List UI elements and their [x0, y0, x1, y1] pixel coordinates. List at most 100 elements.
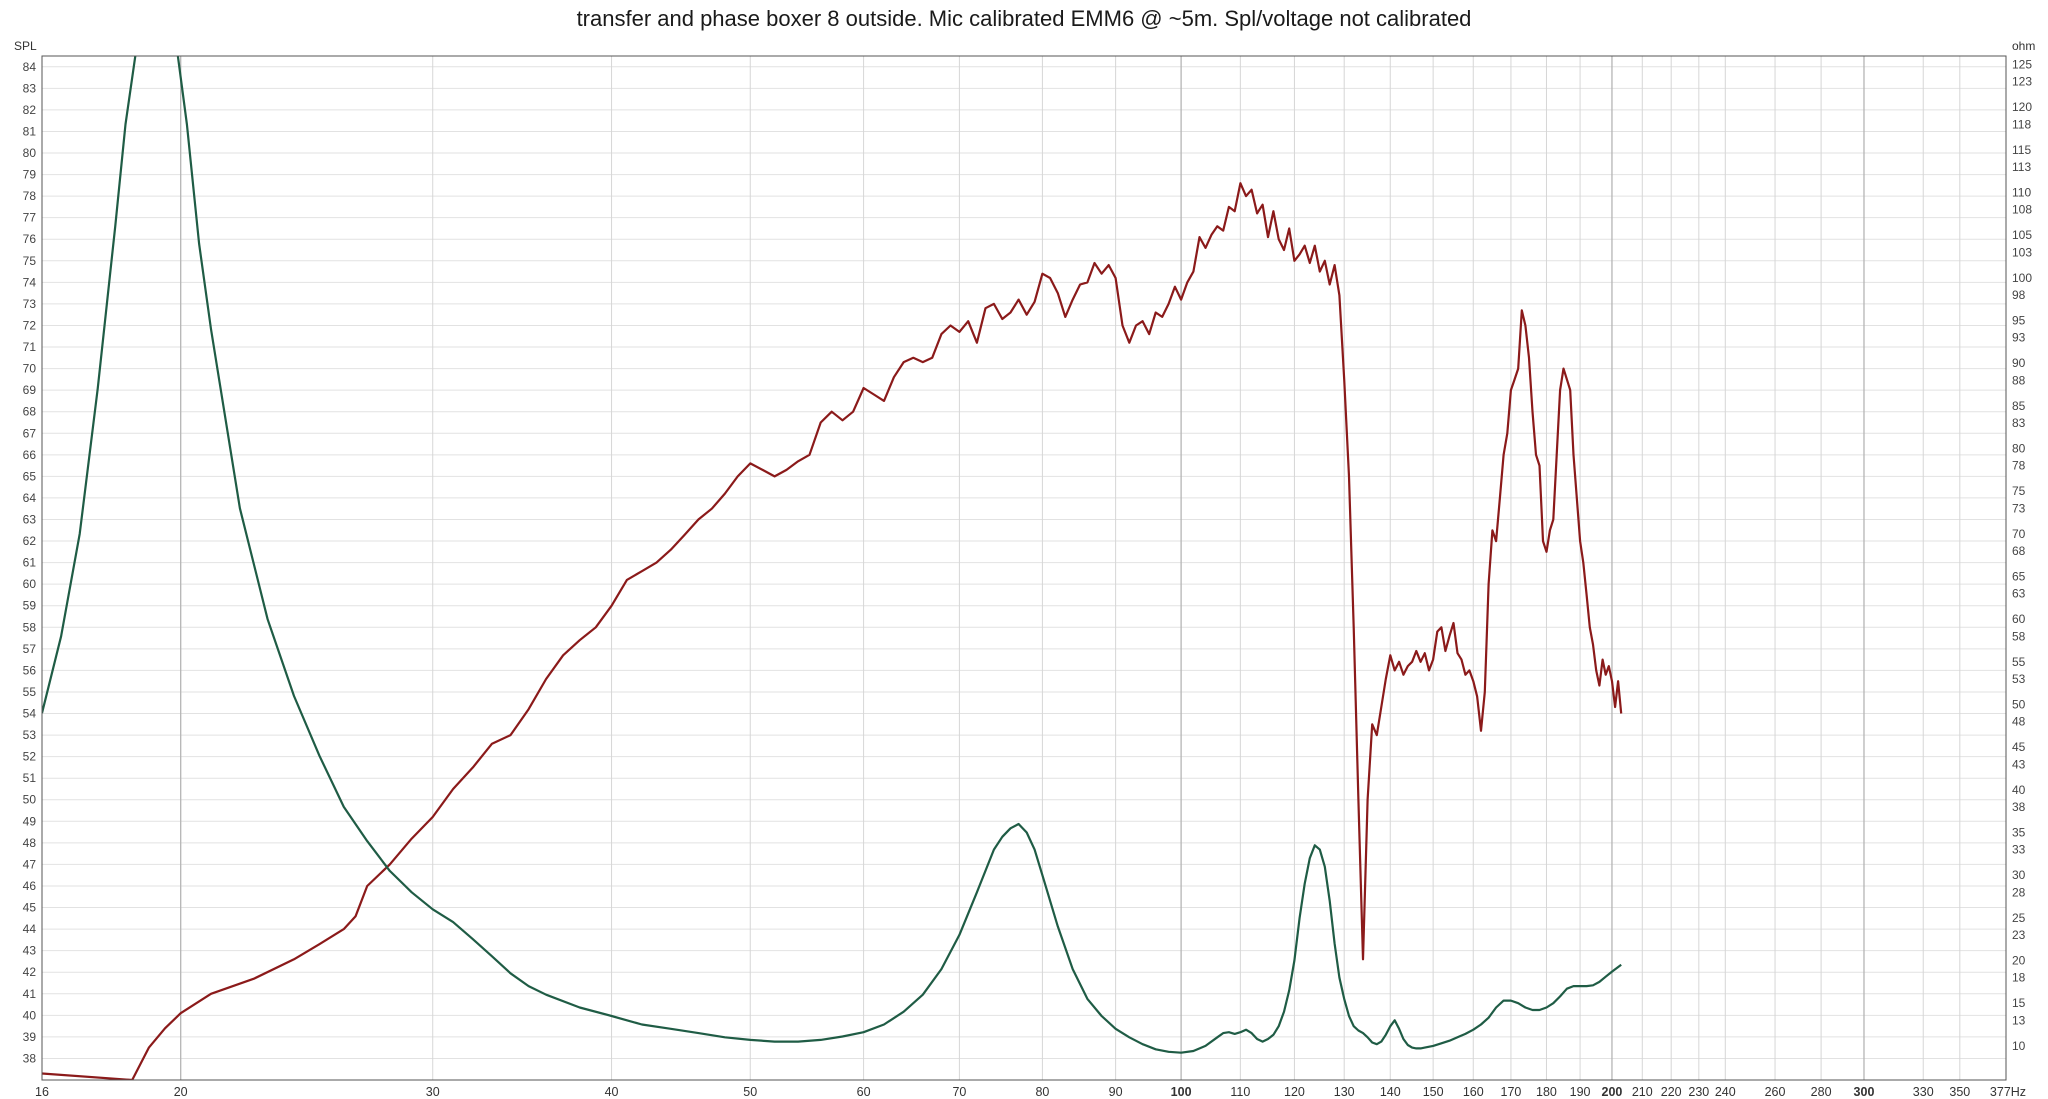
y-left-tick-label: 44 [23, 922, 37, 936]
x-tick-label: 200 [1602, 1085, 1623, 1099]
y-right-tick-label: 120 [2012, 100, 2032, 114]
x-tick-label: 260 [1765, 1085, 1786, 1099]
x-tick-label: 140 [1380, 1085, 1401, 1099]
y-axis-right-label: ohm [2012, 39, 2035, 53]
y-right-tick-label: 55 [2012, 655, 2026, 669]
y-left-tick-label: 45 [23, 901, 37, 915]
y-left-tick-label: 83 [23, 81, 37, 95]
y-right-tick-label: 125 [2012, 58, 2032, 72]
y-left-tick-label: 61 [23, 556, 37, 570]
x-tick-label: 180 [1536, 1085, 1557, 1099]
series-line-impedance [42, 56, 1622, 1054]
y-right-tick-label: 88 [2012, 373, 2026, 387]
series-group [42, 56, 1623, 1080]
y-right-tick-label: 45 [2012, 740, 2026, 754]
y-left-tick-label: 77 [23, 211, 37, 225]
y-right-tick-label: 15 [2012, 996, 2026, 1010]
plot-frame [41, 55, 2007, 1081]
x-tick-label: 120 [1284, 1085, 1305, 1099]
x-tick-label: 20 [174, 1085, 188, 1099]
y-right-tick-label: 95 [2012, 314, 2026, 328]
y-right-tick-label: 113 [2012, 160, 2031, 174]
y-right-tick-label: 73 [2012, 501, 2026, 515]
y-right-tick-label: 115 [2012, 143, 2031, 157]
y-right-tick-label: 85 [2012, 399, 2026, 413]
y-right-tick-label: 100 [2012, 271, 2032, 285]
x-tick-label: 150 [1423, 1085, 1444, 1099]
y-right-tick-label: 35 [2012, 826, 2026, 840]
y-left-tick-label: 46 [23, 879, 37, 893]
y-left-tick-label: 59 [23, 599, 37, 613]
y-right-tick-label: 23 [2012, 928, 2026, 942]
y-left-tick-label: 68 [23, 405, 37, 419]
y-right-tick-label: 40 [2012, 783, 2026, 797]
y-right-tick-label: 98 [2012, 288, 2026, 302]
y-left-tick-label: 43 [23, 944, 37, 958]
y-left-tick-label: 64 [23, 491, 37, 505]
y-left-tick-label: 56 [23, 663, 37, 677]
y-right-tick-label: 10 [2012, 1039, 2026, 1053]
y-right-tick-label: 13 [2012, 1013, 2026, 1027]
y-left-tick-label: 57 [23, 642, 37, 656]
y-left-tick-label: 73 [23, 297, 37, 311]
y-axis-right-labels: 10 13 15 18 20 23 25 28 30 33 35 38 40 43 45 48 50 53 55 58… [2012, 58, 2032, 1053]
y-right-tick-label: 105 [2012, 228, 2032, 242]
x-tick-label: 330 [1913, 1085, 1934, 1099]
y-right-tick-label: 30 [2012, 868, 2026, 882]
x-axis-labels: 16 20 30 40 50 60 70 80 90 100 110 120 130 140 150 160 1… [35, 1085, 1970, 1099]
y-left-tick-label: 40 [23, 1008, 37, 1022]
series-line-spl [42, 182, 1623, 1080]
x-tick-label: 110 [1230, 1085, 1250, 1099]
x-tick-label: 16 [35, 1085, 49, 1099]
x-tick-label: 80 [1035, 1085, 1049, 1099]
x-tick-label: 90 [1109, 1085, 1123, 1099]
y-axis-left-label: SPL [14, 39, 37, 53]
y-right-tick-label: 43 [2012, 757, 2026, 771]
y-right-tick-label: 65 [2012, 570, 2026, 584]
y-right-tick-label: 93 [2012, 331, 2026, 345]
y-left-tick-label: 54 [23, 707, 37, 721]
y-left-tick-label: 50 [23, 793, 37, 807]
x-tick-label: 350 [1949, 1085, 1970, 1099]
y-left-tick-label: 82 [23, 103, 37, 117]
y-right-tick-label: 75 [2012, 484, 2026, 498]
y-left-tick-label: 75 [23, 254, 37, 268]
y-left-tick-label: 74 [23, 275, 37, 289]
y-right-tick-label: 18 [2012, 971, 2026, 985]
x-tick-label: 210 [1632, 1085, 1653, 1099]
y-left-tick-label: 55 [23, 685, 37, 699]
y-right-tick-label: 28 [2012, 885, 2026, 899]
y-left-tick-label: 42 [23, 965, 37, 979]
y-right-tick-label: 58 [2012, 629, 2026, 643]
y-left-tick-label: 49 [23, 814, 37, 828]
y-left-tick-label: 71 [23, 340, 37, 354]
grid [41, 56, 2006, 1080]
x-tick-label: 230 [1688, 1085, 1709, 1099]
y-left-tick-label: 69 [23, 383, 37, 397]
y-left-tick-label: 79 [23, 168, 37, 182]
x-tick-label: 70 [952, 1085, 966, 1099]
x-tick-label: 170 [1501, 1085, 1522, 1099]
y-right-tick-label: 83 [2012, 416, 2026, 430]
x-axis-end-label: 377Hz [1990, 1085, 2026, 1099]
y-right-tick-label: 48 [2012, 715, 2026, 729]
x-tick-label: 280 [1811, 1085, 1832, 1099]
y-left-tick-label: 53 [23, 728, 37, 742]
y-left-tick-label: 84 [23, 60, 37, 74]
y-left-tick-label: 63 [23, 512, 37, 526]
y-right-tick-label: 70 [2012, 527, 2026, 541]
y-left-tick-label: 66 [23, 448, 37, 462]
chart-title: transfer and phase boxer 8 outside. Mic … [576, 6, 1472, 31]
x-tick-label: 50 [743, 1085, 757, 1099]
y-right-tick-label: 103 [2012, 245, 2032, 259]
x-tick-label: 190 [1570, 1085, 1591, 1099]
y-right-tick-label: 110 [2012, 186, 2031, 200]
y-left-tick-label: 51 [23, 771, 37, 785]
y-right-tick-label: 50 [2012, 698, 2026, 712]
y-right-tick-label: 63 [2012, 587, 2026, 601]
y-left-tick-label: 65 [23, 469, 37, 483]
y-left-tick-label: 48 [23, 836, 37, 850]
y-left-tick-label: 58 [23, 620, 37, 634]
x-tick-label: 240 [1715, 1085, 1736, 1099]
y-right-tick-label: 80 [2012, 442, 2026, 456]
